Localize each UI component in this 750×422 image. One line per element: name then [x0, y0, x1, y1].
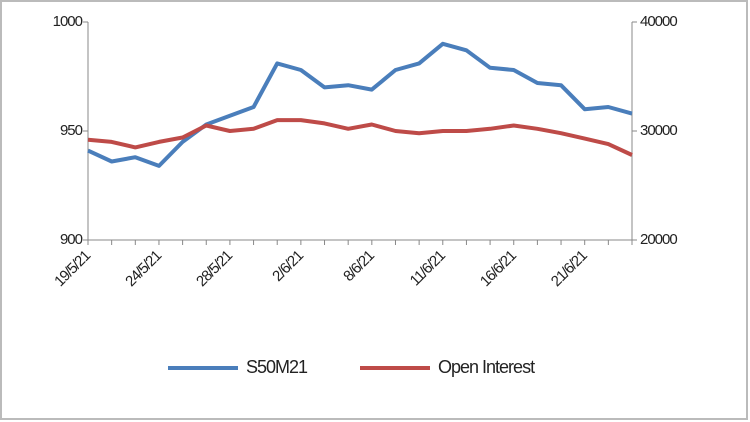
- y-tick-label: 1000: [53, 13, 83, 30]
- y2-tick-label: 20000: [640, 231, 677, 248]
- series-line: [87, 118, 633, 157]
- legend-label: Open Interest: [438, 357, 535, 377]
- y-tick-label: 950: [60, 122, 83, 139]
- y-tick-label: 900: [60, 231, 83, 248]
- legend-label: S50M21: [246, 357, 308, 377]
- y2-tick-label: 40000: [640, 13, 677, 30]
- y2-tick-label: 30000: [640, 122, 677, 139]
- series-line: [87, 41, 633, 168]
